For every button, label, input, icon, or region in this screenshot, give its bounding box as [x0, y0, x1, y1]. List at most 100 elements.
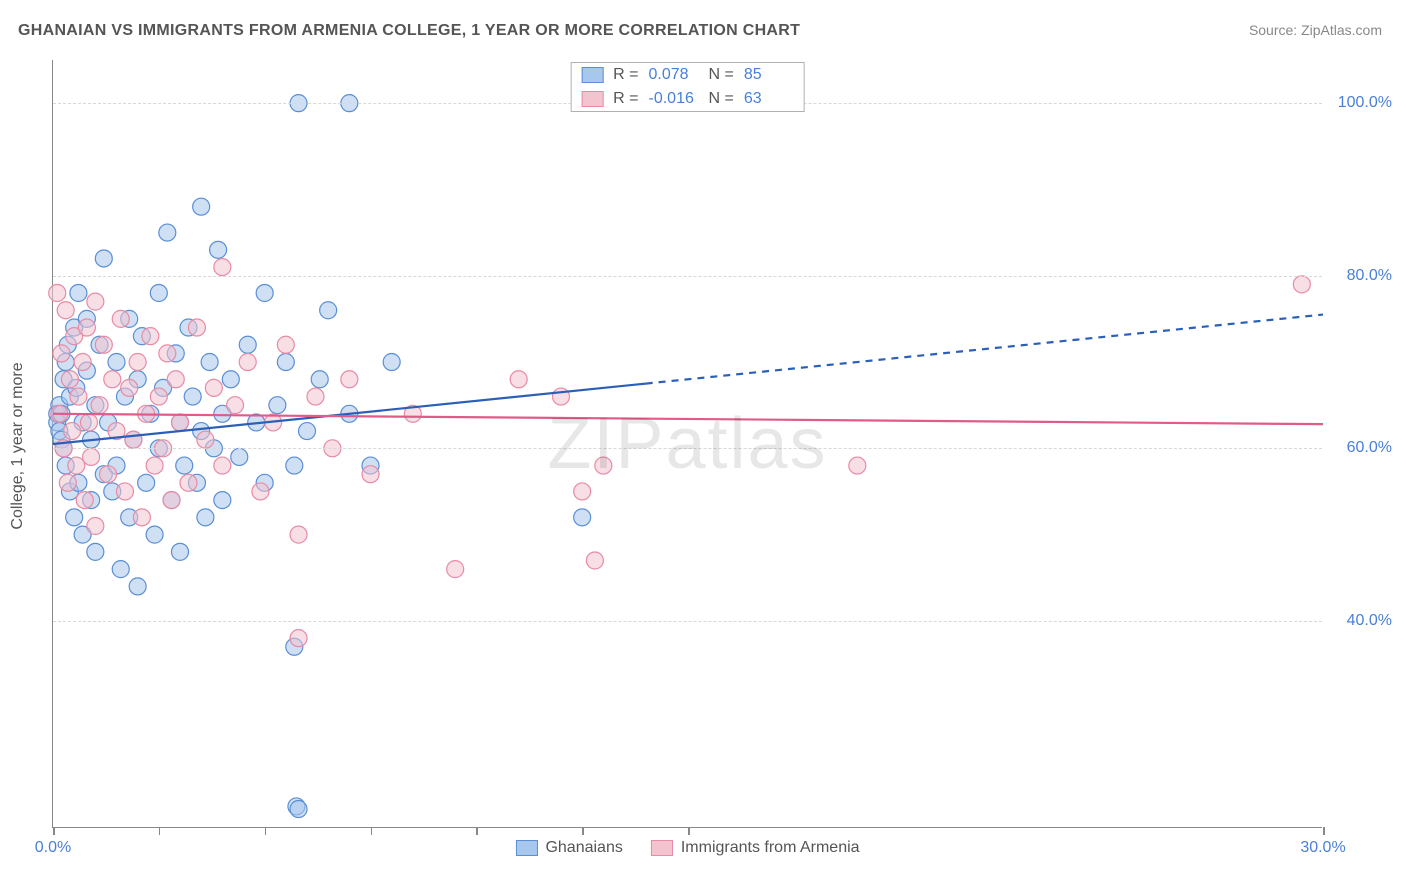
n-label: N =: [709, 66, 734, 84]
scatter-point: [1293, 276, 1310, 293]
scatter-point: [87, 293, 104, 310]
x-tick-label: 0.0%: [35, 839, 71, 857]
legend-swatch: [581, 67, 603, 83]
scatter-point: [66, 509, 83, 526]
scatter-point: [61, 371, 78, 388]
scatter-point: [176, 457, 193, 474]
n-value: 85: [744, 66, 794, 84]
scatter-point: [83, 448, 100, 465]
scatter-point: [197, 509, 214, 526]
scatter-point: [227, 397, 244, 414]
scatter-point: [574, 483, 591, 500]
scatter-point: [70, 284, 87, 301]
scatter-point: [307, 388, 324, 405]
y-tick-label: 80.0%: [1332, 267, 1392, 285]
r-label: R =: [613, 90, 638, 108]
scatter-point: [277, 336, 294, 353]
scatter-point: [150, 284, 167, 301]
scatter-point: [290, 630, 307, 647]
scatter-point: [214, 492, 231, 509]
legend-item: Immigrants from Armenia: [651, 839, 860, 857]
scatter-point: [574, 509, 591, 526]
scatter-point: [172, 543, 189, 560]
scatter-point: [197, 431, 214, 448]
scatter-point: [290, 801, 307, 818]
y-tick-label: 100.0%: [1332, 94, 1392, 112]
scatter-point: [210, 241, 227, 258]
scatter-point: [74, 354, 91, 371]
scatter-point: [256, 284, 273, 301]
scatter-point: [277, 354, 294, 371]
scatter-point: [510, 371, 527, 388]
scatter-point: [87, 517, 104, 534]
legend-item: Ghanaians: [515, 839, 622, 857]
scatter-point: [116, 483, 133, 500]
n-value: 63: [744, 90, 794, 108]
y-axis-label: College, 1 year or more: [9, 362, 27, 529]
grid-line: [53, 621, 1322, 622]
scatter-point: [167, 371, 184, 388]
scatter-point: [87, 543, 104, 560]
scatter-point: [159, 224, 176, 241]
trend-line: [53, 414, 1323, 424]
scatter-point: [214, 457, 231, 474]
legend-row: R =0.078N =85: [571, 63, 804, 87]
scatter-point: [129, 578, 146, 595]
scatter-point: [383, 354, 400, 371]
grid-line: [53, 276, 1322, 277]
scatter-point: [133, 509, 150, 526]
scatter-point: [362, 466, 379, 483]
plot-area: ZIPatlas R =0.078N =85R =-0.016N =63 Gha…: [52, 60, 1322, 828]
x-tick: [476, 827, 478, 835]
scatter-point: [222, 371, 239, 388]
correlation-legend: R =0.078N =85R =-0.016N =63: [570, 62, 805, 112]
scatter-point: [142, 328, 159, 345]
scatter-point: [205, 379, 222, 396]
scatter-point: [146, 457, 163, 474]
legend-label: Ghanaians: [545, 839, 622, 857]
scatter-point: [76, 492, 93, 509]
scatter-point: [59, 474, 76, 491]
scatter-point: [70, 388, 87, 405]
scatter-point: [112, 310, 129, 327]
x-tick: [688, 827, 690, 835]
trend-line-dashed: [646, 315, 1323, 384]
scatter-point: [95, 336, 112, 353]
scatter-point: [108, 354, 125, 371]
scatter-point: [239, 354, 256, 371]
series-legend: Ghanaians Immigrants from Armenia: [515, 839, 859, 857]
scatter-point: [129, 354, 146, 371]
scatter-point: [78, 319, 95, 336]
scatter-point: [214, 259, 231, 276]
r-label: R =: [613, 66, 638, 84]
x-tick: [371, 827, 373, 835]
scatter-point: [163, 492, 180, 509]
scatter-point: [159, 345, 176, 362]
scatter-point: [125, 431, 142, 448]
scatter-point: [80, 414, 97, 431]
scatter-point: [231, 448, 248, 465]
scatter-point: [239, 336, 256, 353]
scatter-point: [64, 423, 81, 440]
scatter-point: [299, 423, 316, 440]
x-tick: [1323, 827, 1325, 835]
scatter-point: [57, 302, 74, 319]
r-value: -0.016: [649, 90, 699, 108]
source-label: Source: ZipAtlas.com: [1249, 22, 1382, 38]
scatter-point: [146, 526, 163, 543]
scatter-point: [595, 457, 612, 474]
grid-line: [53, 448, 1322, 449]
scatter-point: [121, 379, 138, 396]
scatter-point: [341, 371, 358, 388]
scatter-point: [193, 198, 210, 215]
scatter-point: [184, 388, 201, 405]
scatter-point: [172, 414, 189, 431]
scatter-point: [68, 457, 85, 474]
scatter-point: [49, 284, 66, 301]
chart-title: GHANAIAN VS IMMIGRANTS FROM ARMENIA COLL…: [18, 22, 800, 40]
scatter-point: [290, 526, 307, 543]
scatter-point: [95, 250, 112, 267]
y-tick-label: 60.0%: [1332, 439, 1392, 457]
scatter-point: [286, 457, 303, 474]
scatter-point: [311, 371, 328, 388]
